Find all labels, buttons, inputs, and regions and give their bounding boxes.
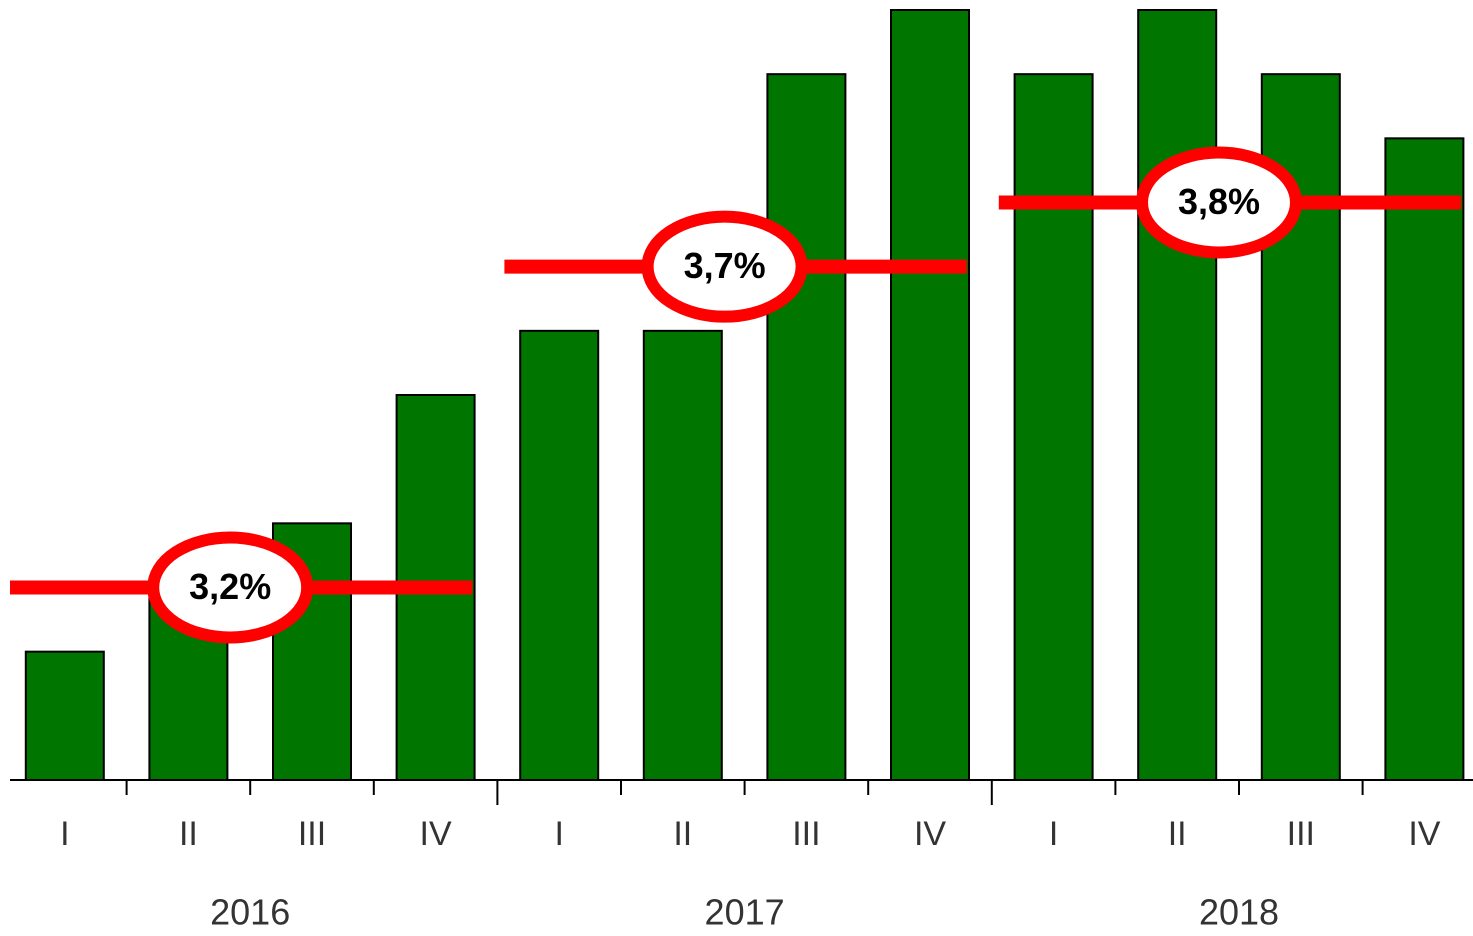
year-label: 2017 — [705, 892, 785, 933]
year-label: 2016 — [210, 892, 290, 933]
x-tick-label: I — [1049, 815, 1058, 853]
annual-badge — [1136, 146, 1302, 259]
x-tick-label: IV — [420, 815, 452, 853]
year-label: 2018 — [1199, 892, 1279, 933]
x-tick-label: IV — [914, 815, 946, 853]
bar — [642, 329, 723, 781]
x-tick-label: I — [554, 815, 563, 853]
x-tick-label: III — [1287, 815, 1315, 853]
annual-badge — [147, 531, 314, 644]
bar — [1137, 9, 1218, 781]
annual-label: 3,2% — [189, 566, 271, 607]
annual-badge — [641, 210, 808, 323]
x-tick-label: II — [1168, 815, 1187, 853]
bar — [24, 650, 105, 782]
annual-label: 3,8% — [1178, 181, 1260, 222]
annual-label: 3,7% — [684, 245, 766, 286]
x-tick-label: IV — [1408, 815, 1440, 853]
x-tick-label: III — [792, 815, 820, 853]
bar — [519, 329, 600, 781]
x-tick-label: I — [60, 815, 69, 853]
bar — [890, 9, 970, 781]
x-tick-label: III — [298, 815, 326, 853]
bar — [1013, 73, 1094, 781]
x-tick-label: II — [673, 815, 692, 853]
x-tick-label: II — [179, 815, 198, 853]
bar — [1384, 137, 1465, 782]
bar — [766, 73, 847, 781]
